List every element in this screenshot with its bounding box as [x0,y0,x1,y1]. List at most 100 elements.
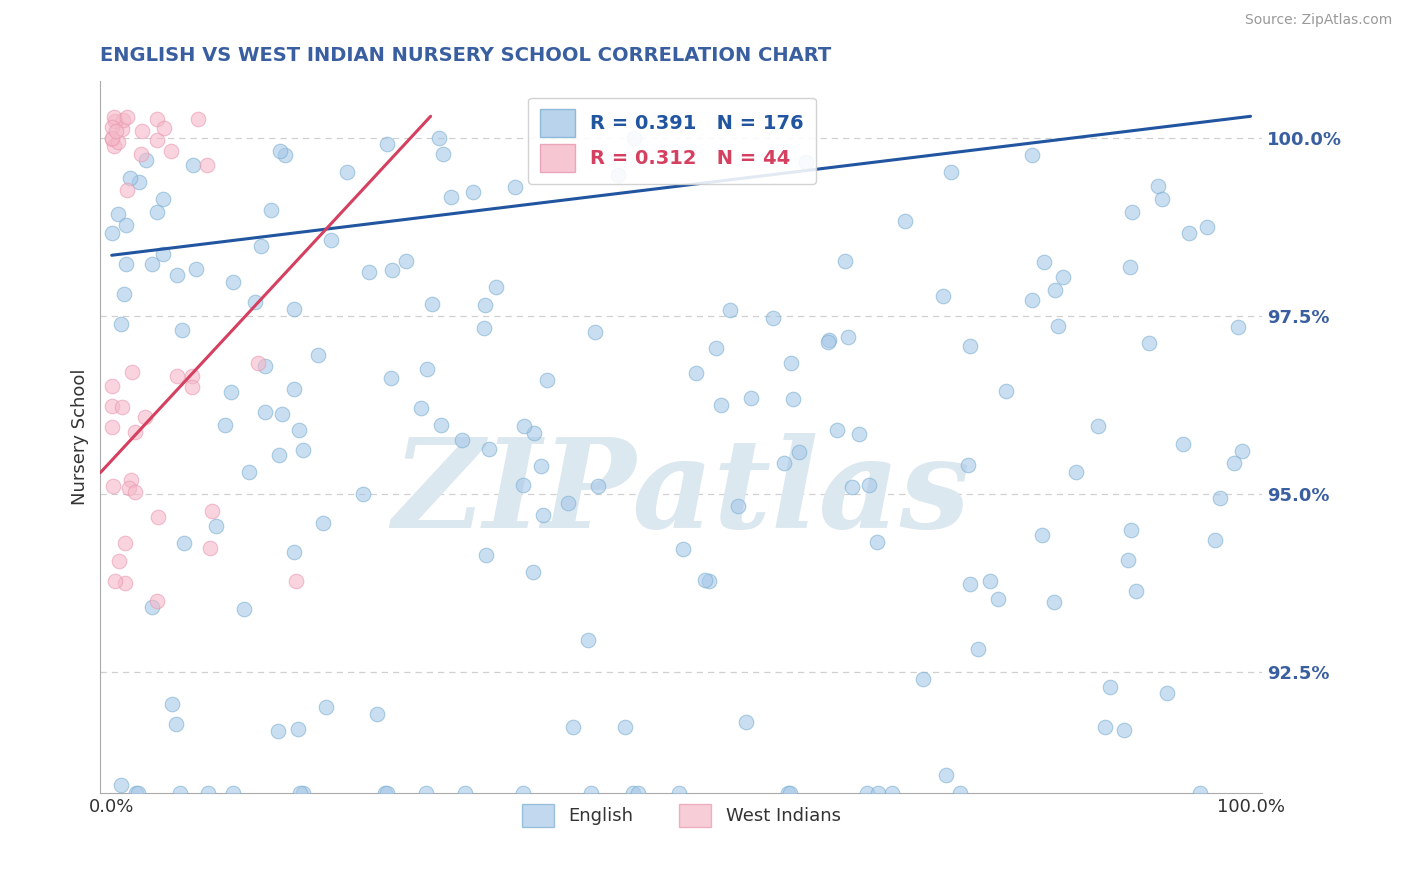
Point [987,591,1010,606]
Point [1125,583,1147,598]
Point [118,171,141,186]
Point [581,786,603,800]
Point [693,574,716,588]
Point [104,574,127,589]
Point [512,786,534,800]
Point [475,548,498,562]
Point [1052,270,1074,285]
Point [114,257,136,271]
Point [1043,594,1066,608]
Point [1152,192,1174,206]
Point [253,405,276,419]
Point [1031,528,1053,542]
Point [880,786,903,800]
Point [959,577,981,591]
Point [837,330,859,344]
Point [197,786,219,800]
Point [307,348,329,362]
Point [1178,227,1201,241]
Point [283,383,305,397]
Point [1046,319,1069,334]
Point [718,303,741,318]
Point [238,465,260,479]
Point [315,699,337,714]
Point [166,268,188,282]
Point [267,448,290,462]
Point [779,356,801,370]
Point [607,168,630,182]
Legend: English, West Indians: English, West Indians [515,797,848,834]
Point [1098,681,1121,695]
Point [478,442,501,457]
Point [103,110,125,124]
Point [111,121,134,136]
Point [773,457,796,471]
Point [152,192,174,206]
Point [145,593,167,607]
Point [107,135,129,149]
Point [704,342,727,356]
Point [451,433,474,447]
Point [120,474,142,488]
Point [1116,553,1139,567]
Point [1064,466,1087,480]
Point [114,576,136,591]
Point [1137,336,1160,351]
Point [288,424,311,438]
Point [505,179,527,194]
Point [292,786,315,800]
Point [866,534,889,549]
Point [614,720,637,734]
Point [124,485,146,500]
Point [101,378,124,392]
Point [198,541,221,555]
Point [222,275,245,289]
Point [112,287,135,301]
Point [160,697,183,711]
Point [283,545,305,559]
Point [1156,686,1178,700]
Point [152,246,174,260]
Point [817,333,839,347]
Point [995,384,1018,398]
Point [461,186,484,200]
Point [939,165,962,179]
Point [366,706,388,721]
Point [104,113,127,128]
Point [621,786,644,800]
Point [957,458,980,472]
Point [858,477,880,491]
Point [409,401,432,415]
Point [287,722,309,736]
Point [1209,491,1232,506]
Point [111,113,134,128]
Point [1021,148,1043,162]
Point [672,542,695,557]
Y-axis label: Nursery School: Nursery School [72,368,89,505]
Point [380,371,402,385]
Point [201,503,224,517]
Point [195,158,218,172]
Point [153,121,176,136]
Point [173,536,195,550]
Point [932,289,955,303]
Text: ZIPatlas: ZIPatlas [392,434,970,555]
Point [146,112,169,126]
Point [110,778,132,792]
Point [1171,437,1194,451]
Point [246,356,269,370]
Point [1222,456,1244,470]
Text: Source: ZipAtlas.com: Source: ZipAtlas.com [1244,13,1392,28]
Point [291,443,314,458]
Point [146,205,169,219]
Point [727,499,749,513]
Point [959,338,981,352]
Point [1188,786,1211,800]
Point [134,410,156,425]
Point [118,481,141,495]
Point [512,478,534,492]
Point [1147,179,1170,194]
Point [205,519,228,533]
Point [787,444,810,458]
Point [1021,293,1043,307]
